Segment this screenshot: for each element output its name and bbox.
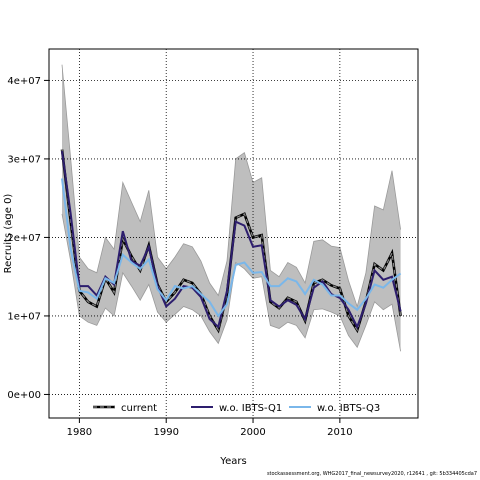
y-tick-label: 3e+07	[7, 154, 41, 165]
x-axis-title: Years	[219, 456, 246, 467]
plot-frame	[48, 48, 419, 419]
x-tick-label: 1990	[153, 427, 178, 438]
confidence-band-layer	[61, 64, 401, 352]
axis-layer: 1980 1990 2000 2010 0e+00 1e+07 2e+07 3e+07 4e+0…	[7, 76, 352, 438]
y-axis-title: Recruits (age 0)	[3, 194, 14, 274]
series-layer	[60, 149, 402, 334]
legend-label: w.o. IBTS-Q3	[317, 403, 380, 414]
legend-label: current	[121, 403, 157, 414]
y-tick-label: 0e+00	[7, 390, 41, 401]
x-tick-label: 2010	[327, 427, 352, 438]
legend-entry-current: current	[93, 403, 157, 414]
legend-entry-w-o-ibts-q1: w.o. IBTS-Q1	[191, 403, 282, 414]
y-tick-label: 4e+07	[7, 76, 41, 87]
legend: current w.o. IBTS-Q1 w.o. IBTS-Q3	[93, 403, 380, 414]
footer-credit: stockassessment.org, WHG2017_final_newsu…	[266, 471, 477, 477]
x-tick-label: 1980	[67, 427, 92, 438]
series-line-w-o-ibts-q1	[61, 150, 402, 330]
x-tick-label: 2000	[240, 427, 265, 438]
y-tick-label: 1e+07	[7, 311, 41, 322]
series-line-w-o-ibts-q3	[61, 178, 402, 318]
legend-label: w.o. IBTS-Q1	[219, 403, 282, 414]
y-tick-label: 2e+07	[7, 233, 41, 244]
confidence-band	[62, 64, 401, 352]
confidence-band-upper-edge	[61, 64, 401, 308]
confidence-band-lower-edge	[61, 213, 401, 352]
legend-entry-w-o-ibts-q3: w.o. IBTS-Q3	[289, 403, 380, 414]
